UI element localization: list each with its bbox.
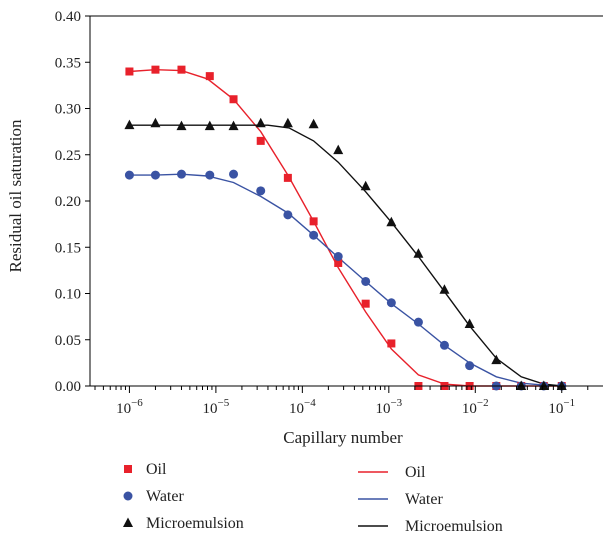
data-point-water (256, 186, 266, 196)
legend-line-label-water: Water (405, 491, 443, 508)
data-point-oil (151, 65, 160, 74)
data-point-water (333, 252, 343, 261)
data-point-oil (361, 299, 370, 308)
data-point-water (229, 169, 239, 179)
y-tick-label: 0.35 (55, 55, 81, 71)
y-tick-label: 0.40 (55, 9, 81, 25)
data-point-oil (229, 95, 238, 104)
data-point-microemulsion (439, 284, 450, 294)
x-axis-title: Capillary number (283, 428, 403, 447)
data-point-oil (177, 65, 186, 74)
data-point-microemulsion (255, 117, 266, 128)
legend-line-label-oil: Oil (405, 464, 426, 481)
data-point-water (309, 230, 319, 240)
y-tick-label: 0.05 (55, 333, 81, 349)
data-point-microemulsion (124, 119, 135, 130)
data-point-oil (256, 136, 265, 145)
data-point-water (465, 361, 475, 371)
data-point-oil (387, 339, 396, 348)
series-line-microemulsion (129, 124, 562, 387)
legend-marker-water (123, 491, 133, 501)
legend-line-label-microemulsion: Microemulsion (405, 518, 503, 535)
data-point-water (124, 170, 134, 180)
x-tick-label: 10−3 (375, 397, 402, 417)
legend-marker-microemulsion (123, 517, 133, 527)
y-tick-label: 0.25 (55, 148, 81, 164)
data-point-microemulsion (556, 380, 567, 390)
legend-label-water: Water (146, 488, 184, 505)
data-point-microemulsion (386, 216, 397, 227)
series-line-water (129, 173, 562, 387)
data-point-water (150, 170, 160, 180)
data-point-microemulsion (204, 120, 215, 131)
y-axis-title: Residual oil saturation (6, 119, 25, 272)
y-tick-label: 0.00 (55, 379, 81, 395)
legend-label-oil: Oil (146, 461, 167, 478)
data-point-microemulsion (360, 180, 371, 191)
data-point-microemulsion (413, 248, 424, 258)
data-point-water (439, 340, 449, 350)
data-point-microemulsion (150, 117, 161, 128)
data-point-water (413, 317, 423, 327)
data-point-microemulsion (333, 144, 344, 155)
x-tick-label: 10−2 (462, 397, 489, 417)
data-point-oil (309, 217, 318, 226)
data-point-microemulsion (228, 120, 239, 131)
x-tick-label: 10−6 (116, 397, 143, 417)
data-point-water (361, 276, 371, 286)
x-axis: 10−6 10−5 10−4 10−3 10−2 10−1 (90, 385, 603, 417)
y-tick-label: 0.15 (55, 240, 81, 256)
data-point-microemulsion (464, 318, 475, 329)
legend: Oil Water Microemulsion Oil Water Microemulsi… (123, 461, 503, 535)
y-tick-label: 0.10 (55, 287, 81, 303)
data-point-microemulsion (491, 354, 502, 365)
data-point-microemulsion (282, 117, 293, 128)
x-tick-label: 10−4 (289, 397, 316, 417)
data-point-oil (283, 173, 292, 182)
data-point-microemulsion (308, 118, 319, 129)
x-tick-label: 10−1 (548, 397, 575, 417)
legend-marker-oil (124, 465, 132, 473)
y-axis: 0.00 0.05 0.10 0.15 0.20 0.25 0.30 0.35 0.40 (55, 9, 91, 395)
data-point-water (283, 210, 293, 220)
plot-area (90, 15, 603, 391)
data-point-microemulsion (176, 120, 187, 131)
data-point-microemulsion (516, 380, 527, 390)
data-point-water (205, 170, 215, 180)
data-point-microemulsion (538, 380, 549, 390)
data-point-water (386, 298, 396, 308)
data-point-oil (334, 258, 343, 267)
y-tick-label: 0.20 (55, 194, 81, 210)
legend-label-microemulsion: Microemulsion (146, 515, 244, 532)
data-point-oil (125, 67, 134, 76)
data-point-oil (205, 72, 214, 81)
x-tick-label: 10−5 (203, 397, 230, 417)
y-tick-label: 0.30 (55, 102, 81, 118)
data-point-water (176, 169, 186, 179)
series-line-oil (129, 68, 562, 387)
